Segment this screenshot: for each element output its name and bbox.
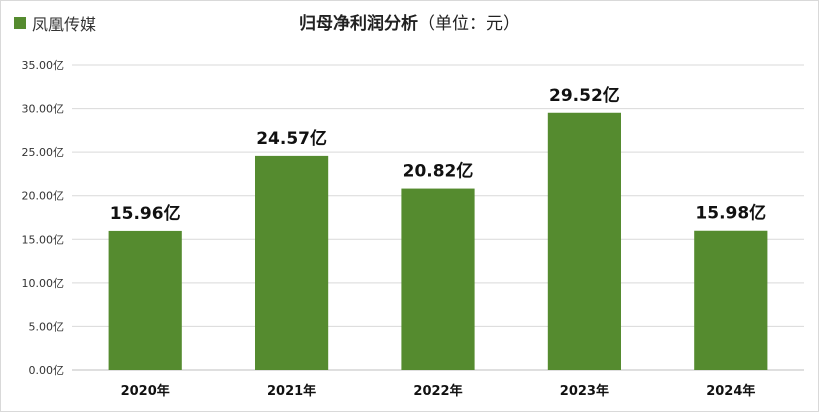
y-tick-label: 5.00亿 xyxy=(29,320,65,333)
y-tick-label: 10.00亿 xyxy=(22,277,65,290)
y-tick-label: 20.00亿 xyxy=(22,190,65,203)
bar xyxy=(108,230,182,370)
chart-title-wrap: 归母净利润分析（单位：元） xyxy=(1,9,818,34)
chart-title: 归母净利润分析 xyxy=(299,14,418,34)
x-tick-label: 2021年 xyxy=(267,383,316,399)
data-label: 29.52亿 xyxy=(549,85,620,106)
x-tick-label: 2022年 xyxy=(413,383,462,399)
y-tick-label: 0.00亿 xyxy=(29,364,65,377)
x-tick-label: 2024年 xyxy=(706,383,755,399)
y-tick-label: 25.00亿 xyxy=(22,146,65,159)
y-tick-label: 30.00亿 xyxy=(22,103,65,116)
data-label: 24.57亿 xyxy=(256,128,327,149)
bar xyxy=(694,230,768,370)
legend-label: 凤凰传媒 xyxy=(32,15,97,34)
legend: 凤凰传媒 xyxy=(14,11,96,35)
y-tick-label: 15.00亿 xyxy=(22,233,65,246)
bar xyxy=(547,112,621,371)
data-label: 20.82亿 xyxy=(403,161,474,182)
bar xyxy=(255,155,329,370)
legend-swatch xyxy=(14,17,26,29)
bar xyxy=(401,188,475,370)
data-label: 15.96亿 xyxy=(110,203,181,224)
chart-subtitle: （单位：元） xyxy=(418,14,520,34)
x-tick-label: 2023年 xyxy=(560,383,609,399)
x-tick-label: 2020年 xyxy=(121,383,170,399)
data-label: 15.98亿 xyxy=(695,203,766,224)
y-tick-label: 35.00亿 xyxy=(22,59,65,72)
